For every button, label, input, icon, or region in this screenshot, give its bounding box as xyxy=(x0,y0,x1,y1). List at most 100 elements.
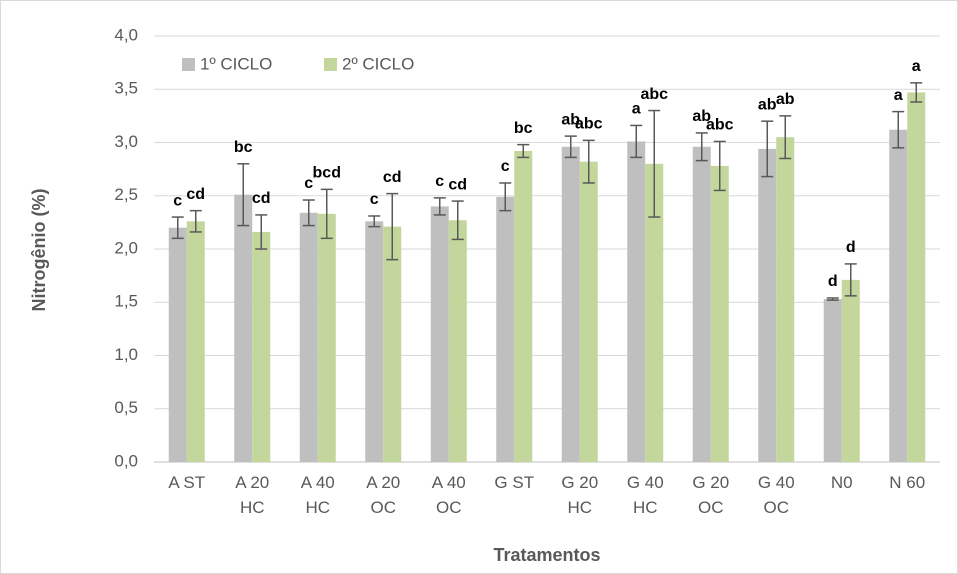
error-bar xyxy=(582,139,595,184)
x-tick-label: G 20 HC xyxy=(561,473,599,517)
error-bar xyxy=(368,215,381,228)
significance-letter: ab xyxy=(758,96,777,113)
x-tick-label: G 40 HC xyxy=(626,473,664,517)
y-tick-label: 3,0 xyxy=(114,132,138,151)
bar xyxy=(317,213,336,462)
bar xyxy=(168,227,187,462)
bar xyxy=(186,221,205,462)
x-tick-label: G 40 OC xyxy=(757,473,795,517)
x-tick-label: N 60 xyxy=(889,473,926,492)
error-bar xyxy=(564,135,577,159)
legend-label: 1º CICLO xyxy=(200,54,272,73)
error-bar xyxy=(189,209,202,233)
x-tick-label: A 40 OC xyxy=(431,473,466,517)
legend-swatch xyxy=(182,58,195,71)
bar xyxy=(776,137,795,463)
significance-letter: d xyxy=(846,239,856,256)
significance-letter: abc xyxy=(575,116,603,133)
bar xyxy=(889,129,908,462)
bar xyxy=(758,148,777,462)
significance-letter: cd xyxy=(448,176,467,193)
error-bar xyxy=(892,110,905,149)
bar xyxy=(579,161,598,463)
error-bar xyxy=(630,124,643,159)
significance-letter: ab xyxy=(776,91,795,108)
y-tick-label: 3,5 xyxy=(114,79,138,98)
error-bar xyxy=(910,82,923,103)
bar xyxy=(692,146,711,462)
bar xyxy=(561,146,580,462)
error-bar xyxy=(713,140,726,192)
significance-letter: cd xyxy=(252,190,271,207)
bar xyxy=(383,226,402,462)
error-bar xyxy=(826,297,839,301)
significance-letter: c xyxy=(501,158,510,175)
y-axis-title: Nitrogênio (%) xyxy=(29,189,49,312)
x-tick-label: N0 xyxy=(830,473,853,492)
bar xyxy=(299,212,318,462)
error-bar xyxy=(255,214,268,250)
significance-letter: c xyxy=(173,192,182,209)
error-bar xyxy=(171,216,184,240)
bar xyxy=(710,165,729,462)
significance-letter: a xyxy=(894,87,903,104)
error-bar xyxy=(779,115,792,160)
error-bar xyxy=(695,132,708,162)
significance-letter: bcd xyxy=(313,165,341,182)
significance-letter: a xyxy=(632,101,641,118)
legend-swatch xyxy=(324,58,337,71)
bar xyxy=(365,221,384,462)
error-bar xyxy=(499,182,512,212)
y-tick-label: 1,5 xyxy=(114,292,138,311)
error-bar xyxy=(761,120,774,178)
error-bar xyxy=(517,143,530,159)
x-tick-label: G 20 OC xyxy=(692,473,730,517)
significance-letter: ab xyxy=(561,111,580,128)
x-tick-label: A ST xyxy=(168,473,206,492)
significance-letter: c xyxy=(435,173,444,190)
bar xyxy=(252,231,271,462)
error-bar xyxy=(433,197,446,216)
bar xyxy=(234,194,253,462)
x-tick-label: A 40 HC xyxy=(300,473,335,517)
significance-letter: bc xyxy=(234,139,253,156)
error-bar xyxy=(302,199,315,227)
bar xyxy=(514,151,533,462)
y-tick-label: 0,0 xyxy=(114,451,138,470)
error-bar xyxy=(844,263,857,297)
error-bar xyxy=(648,109,661,218)
bar xyxy=(448,220,467,462)
x-tick-label: G ST xyxy=(494,473,535,492)
y-tick-label: 2,5 xyxy=(114,185,138,204)
error-bar xyxy=(451,200,464,241)
bar xyxy=(645,163,664,463)
significance-letter: c xyxy=(304,175,313,192)
significance-letter: abc xyxy=(640,86,668,103)
y-tick-label: 2,0 xyxy=(114,238,138,257)
bar xyxy=(823,299,842,462)
y-tick-label: 1,0 xyxy=(114,345,138,364)
x-tick-label: A 20 OC xyxy=(366,473,401,517)
significance-letter: cd xyxy=(186,186,205,203)
error-bar xyxy=(237,163,250,227)
significance-letter: ab xyxy=(692,108,711,125)
bar xyxy=(496,196,515,462)
bar xyxy=(907,92,926,462)
y-tick-label: 0,5 xyxy=(114,398,138,417)
significance-letter: abc xyxy=(706,117,734,134)
bar xyxy=(430,206,449,462)
significance-letter: d xyxy=(828,273,838,290)
y-tick-label: 4,0 xyxy=(114,25,138,44)
significance-letter: a xyxy=(912,58,921,75)
x-axis-title: Tratamentos xyxy=(493,545,600,565)
x-tick-label: A 20 HC xyxy=(235,473,270,517)
significance-letter: cd xyxy=(383,169,402,186)
significance-letter: bc xyxy=(514,120,533,137)
legend-label: 2º CICLO xyxy=(342,54,414,73)
error-bar xyxy=(386,192,399,261)
bar xyxy=(841,279,860,462)
significance-letter: c xyxy=(370,191,379,208)
error-bar xyxy=(320,188,333,240)
